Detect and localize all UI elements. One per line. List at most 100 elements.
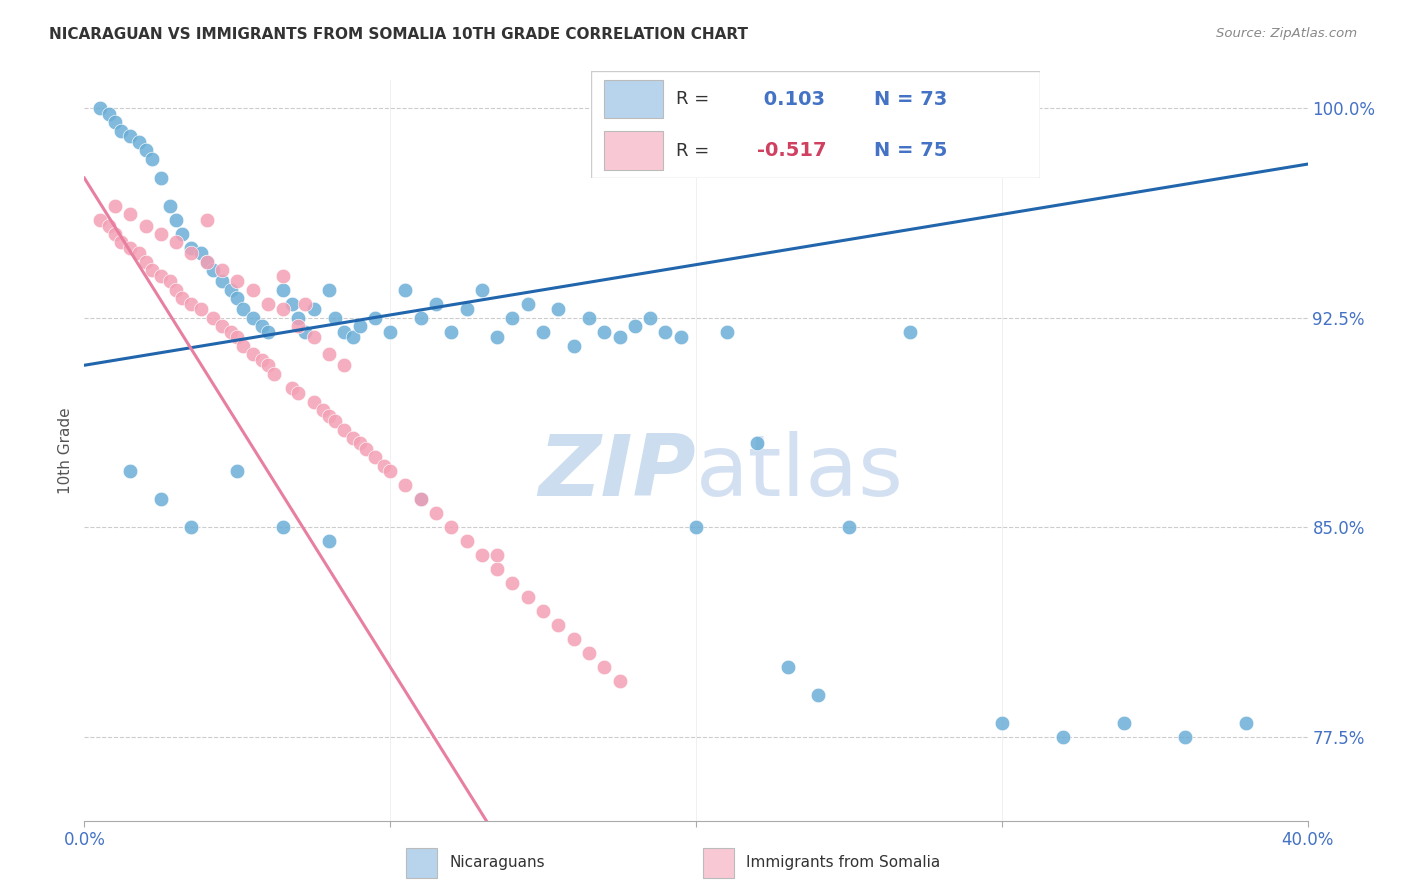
Point [159,199,181,213]
Point [226,291,249,305]
Point [716,325,738,339]
Point [172,291,194,305]
Point [226,330,249,344]
Point [318,283,340,297]
Point [242,347,264,361]
Point [531,604,554,618]
Point [364,310,387,325]
Point [991,715,1014,730]
Point [232,339,254,353]
Point [141,152,163,166]
Point [302,330,325,344]
Point [165,213,187,227]
Point [128,135,150,149]
Point [89,213,111,227]
Point [318,347,340,361]
Point [323,310,346,325]
Point [294,297,316,311]
Point [104,227,127,241]
Point [502,576,524,591]
Point [669,330,692,344]
Point [486,548,509,562]
Point [456,534,478,549]
Point [409,310,432,325]
Point [97,107,120,121]
Point [190,302,212,317]
Point [1174,730,1197,744]
Y-axis label: 10th Grade: 10th Grade [58,407,73,494]
Point [294,325,316,339]
Point [349,319,371,334]
Point [128,246,150,260]
Point [624,319,647,334]
Point [226,464,249,478]
Point [219,325,242,339]
Point [562,632,585,646]
Point [1052,730,1074,744]
Point [333,325,356,339]
Point [149,171,172,186]
Point [141,263,163,277]
Point [287,319,309,334]
Point [562,339,585,353]
Point [425,297,447,311]
Text: Nicaraguans: Nicaraguans [450,855,546,870]
Text: -0.517: -0.517 [756,141,827,160]
Point [354,442,377,456]
Point [195,255,218,269]
Point [516,590,538,604]
Point [440,520,463,534]
Point [312,403,335,417]
Point [135,219,157,233]
Point [120,207,142,221]
FancyBboxPatch shape [605,80,662,119]
Point [201,263,224,277]
Point [89,101,111,115]
Point [110,123,132,137]
Point [287,310,309,325]
Point [195,255,218,269]
Point [250,352,273,367]
Text: N = 73: N = 73 [875,90,948,109]
Point [211,263,233,277]
Point [180,520,202,534]
Point [302,394,325,409]
Point [373,458,395,473]
Point [281,297,304,311]
Point [201,310,224,325]
Point [226,275,249,289]
Point [440,325,463,339]
Point [394,478,416,492]
Point [219,283,242,297]
Text: Source: ZipAtlas.com: Source: ZipAtlas.com [1216,27,1357,40]
Point [593,660,616,674]
Point [409,492,432,507]
Point [172,227,194,241]
Point [104,199,127,213]
Text: NICARAGUAN VS IMMIGRANTS FROM SOMALIA 10TH GRADE CORRELATION CHART: NICARAGUAN VS IMMIGRANTS FROM SOMALIA 10… [49,27,748,42]
Point [342,431,364,445]
Point [120,241,142,255]
Point [593,325,616,339]
Point [333,358,356,372]
Point [318,534,340,549]
Point [149,227,172,241]
Point [486,330,509,344]
Text: atlas: atlas [696,431,904,514]
Point [349,436,371,450]
Point [190,246,212,260]
Point [211,275,233,289]
Point [425,506,447,520]
Point [271,268,294,283]
Point [104,115,127,129]
Point [531,325,554,339]
Point [232,302,254,317]
Point [638,310,661,325]
Point [250,319,273,334]
Point [456,302,478,317]
Point [180,246,202,260]
Point [263,367,285,381]
Point [898,325,921,339]
Point [776,660,799,674]
Point [471,283,494,297]
